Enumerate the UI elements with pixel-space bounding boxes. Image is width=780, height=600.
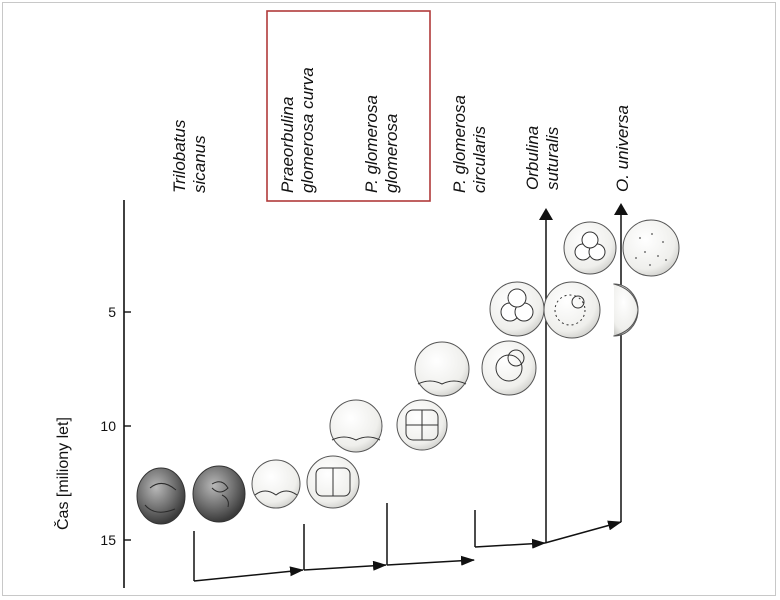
species-label-trilobatus: Trilobatus sicanus xyxy=(170,115,209,193)
species-label-orbulina-suturalis: Orbulina suturalis xyxy=(523,121,562,190)
shell-universa-1 xyxy=(563,221,617,275)
axis-tick-label-10: 10 xyxy=(100,418,116,434)
shell-universa-2 xyxy=(622,219,680,277)
shell-suturalis-3 xyxy=(613,283,639,337)
shell-curva-1 xyxy=(251,459,301,509)
highlight-box xyxy=(266,10,431,202)
axis-tick-label-5: 5 xyxy=(108,304,116,320)
shell-circularis-2 xyxy=(481,340,537,396)
axis-title: Čas [miliony let] xyxy=(53,417,72,530)
species-label-p-glomerosa-circularis: P. glomerosa circularis xyxy=(450,90,489,193)
shell-curva-2 xyxy=(306,455,360,509)
shell-trilobatus-2 xyxy=(192,465,246,523)
shell-trilobatus-1 xyxy=(136,467,186,525)
shell-glomerosa-1 xyxy=(329,399,383,453)
shell-circularis-1 xyxy=(414,341,470,397)
species-label-o-universa: O. universa xyxy=(613,105,632,192)
species-label-p-glomerosa-glomerosa: P. glomerosa glomerosa xyxy=(362,90,401,193)
shell-glomerosa-2 xyxy=(396,399,448,451)
species-label-praeorbulina-curva: Praeorbulina glomerosa curva xyxy=(278,67,317,193)
lineage-lines xyxy=(193,203,628,582)
shell-suturalis-2 xyxy=(543,281,601,339)
shell-suturalis-1 xyxy=(489,281,545,337)
axis-tick-label-15: 15 xyxy=(100,532,116,548)
